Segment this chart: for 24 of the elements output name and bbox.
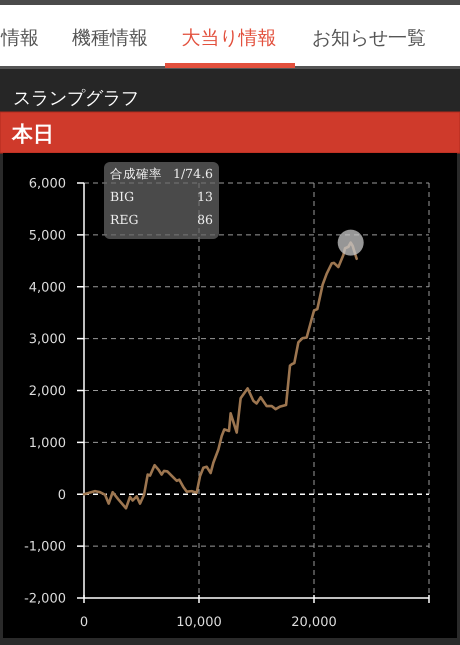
y-tick-label: 1,000 bbox=[28, 436, 66, 451]
x-tick-label: 0 bbox=[80, 615, 88, 630]
text: 情報 bbox=[0, 27, 39, 49]
y-tick-label: 4,000 bbox=[28, 280, 66, 296]
text: 機種情報 bbox=[72, 27, 148, 49]
text: お知らせ一覧 bbox=[312, 27, 426, 49]
y-tick-label: 5,000 bbox=[28, 228, 66, 244]
stat-value: 13 bbox=[197, 189, 213, 204]
stat-value: 1/74.6 bbox=[173, 166, 213, 181]
chart-subtitle: 本日 bbox=[11, 121, 54, 146]
stat-label: 合成確率 bbox=[110, 166, 162, 181]
y-tick-label: 6,000 bbox=[28, 176, 66, 192]
y-tick-label: -2,000 bbox=[24, 592, 66, 606]
y-tick-label: 3,000 bbox=[28, 332, 66, 348]
chart-title: スランプグラフ bbox=[13, 88, 139, 109]
y-tick-label: 2,000 bbox=[28, 384, 66, 399]
y-tick-label: 0 bbox=[58, 488, 66, 503]
text: 大当り情報 bbox=[182, 27, 276, 49]
x-tick-label: 20,000 bbox=[291, 615, 337, 630]
y-tick-label: -1,000 bbox=[24, 540, 66, 555]
stat-label: REG bbox=[110, 212, 139, 227]
stat-value: 86 bbox=[197, 212, 213, 227]
stat-label: BIG bbox=[110, 189, 134, 204]
x-tick-label: 10,000 bbox=[176, 615, 222, 630]
